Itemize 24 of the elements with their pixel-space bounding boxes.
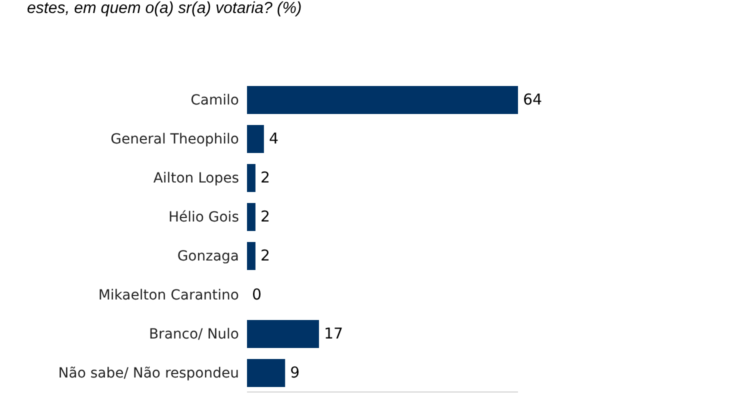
bar	[247, 320, 319, 348]
data-label: 2	[260, 168, 270, 186]
y-tick-label: Branco/ Nulo	[148, 326, 239, 342]
data-label: 64	[523, 90, 542, 108]
y-tick-label: Gonzaga	[177, 248, 239, 264]
data-label: 4	[268, 130, 278, 148]
y-tick-label: General Theophilo	[110, 132, 239, 148]
data-label: 9	[290, 364, 300, 382]
y-tick-label: Camilo	[190, 92, 239, 108]
bar	[247, 164, 256, 192]
chart-title: estes, em quem o(a) sr(a) votaria? (%)	[27, 0, 302, 18]
bar	[247, 203, 256, 231]
y-tick-label: Hélio Gois	[168, 210, 239, 226]
bar	[247, 359, 286, 387]
data-label: 2	[260, 208, 270, 226]
y-tick-label: Não sabe/ Não respondeu	[58, 366, 239, 382]
data-label: 17	[324, 324, 344, 342]
y-tick-label: Ailton Lopes	[153, 170, 239, 186]
data-label: 2	[260, 246, 270, 264]
data-label: 0	[252, 286, 262, 304]
bar	[247, 125, 264, 153]
bar	[247, 242, 256, 270]
y-tick-label: Mikaelton Carantino	[98, 288, 239, 304]
bar	[247, 86, 518, 114]
